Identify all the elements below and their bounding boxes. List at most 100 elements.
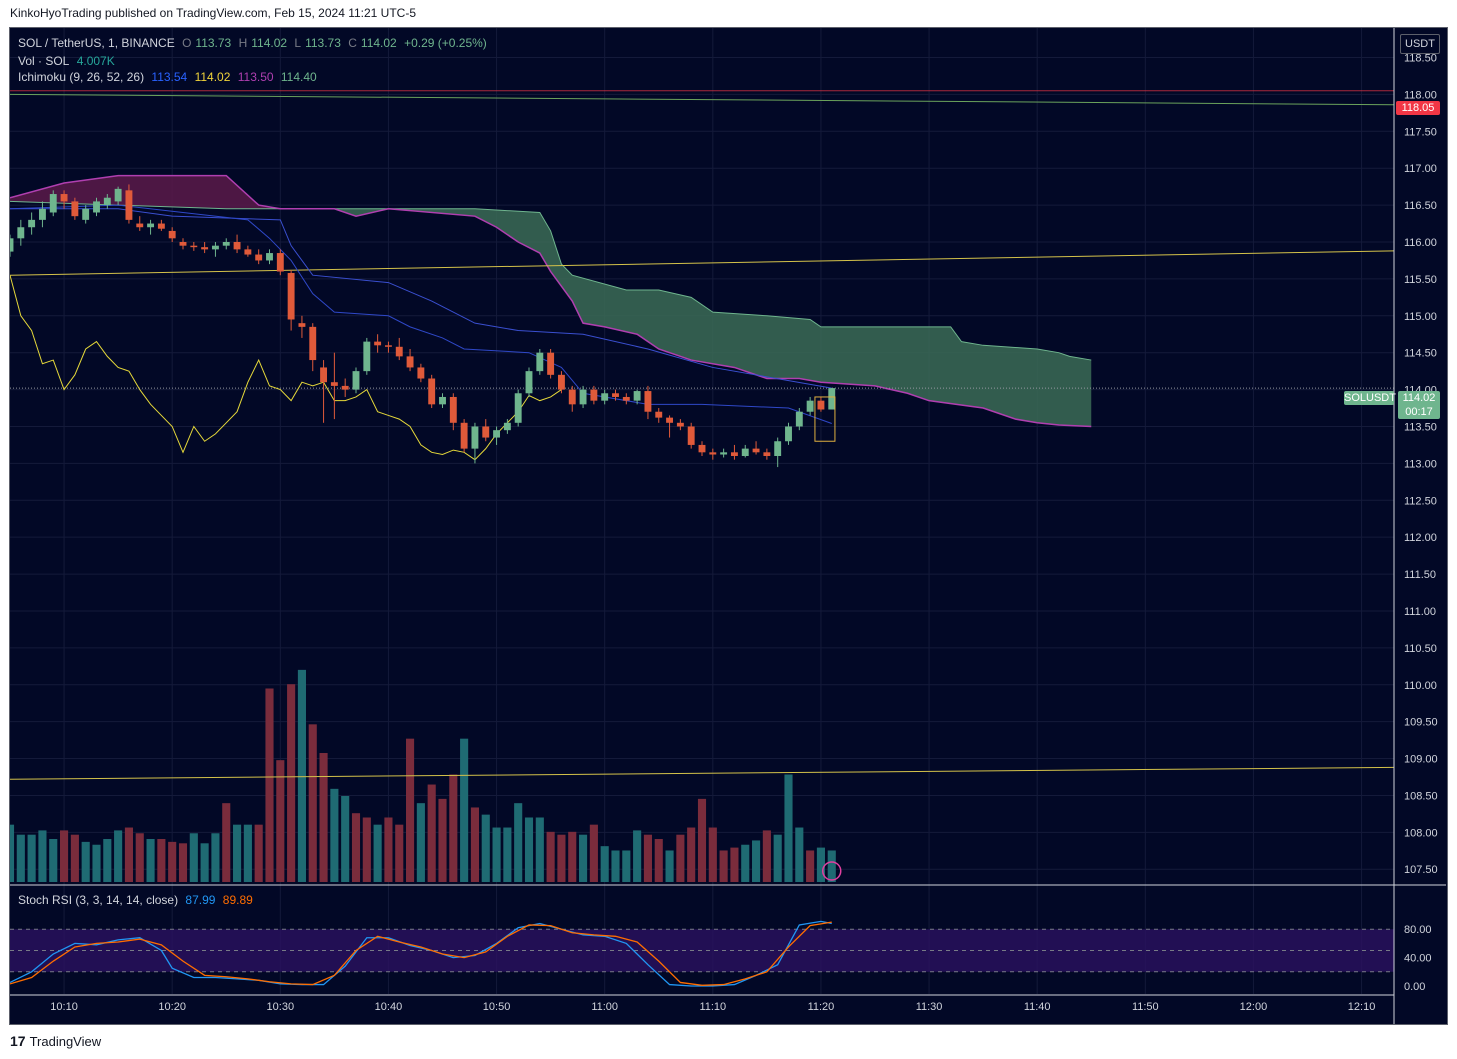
volume-bar xyxy=(341,796,350,882)
volume-bar xyxy=(233,824,242,882)
candle-body xyxy=(406,356,414,368)
candle-body xyxy=(114,188,122,202)
candle-body xyxy=(460,422,468,449)
price-tick-label: 111.50 xyxy=(1404,569,1436,581)
price-tick-label: 110.50 xyxy=(1404,643,1437,655)
volume-bar xyxy=(622,850,631,882)
volume-bar xyxy=(524,817,534,882)
volume-bar xyxy=(589,824,598,882)
volume-bar xyxy=(287,684,296,882)
candle-body xyxy=(190,245,198,248)
price-tick-label: 118.00 xyxy=(1404,89,1437,101)
volume-bar xyxy=(665,850,674,882)
price-tick-label: 113.50 xyxy=(1404,421,1437,433)
time-tick-label: 10:10 xyxy=(50,1001,78,1013)
volume-bar xyxy=(297,669,306,882)
volume-bar xyxy=(568,831,577,882)
volume-bar xyxy=(265,688,274,882)
candle-body xyxy=(168,230,176,239)
volume-bar xyxy=(124,827,133,882)
ichimoku-leadA-value: 114.40 xyxy=(280,70,317,84)
lightning-icon xyxy=(822,861,842,881)
low-label: L xyxy=(294,36,302,50)
time-tick-label: 10:30 xyxy=(267,1001,295,1013)
price-tick-label: 108.00 xyxy=(1404,827,1438,839)
candle-body xyxy=(774,441,782,456)
candle-body xyxy=(211,245,219,250)
volume-bar xyxy=(362,817,371,882)
chart-frame[interactable]: 118.50 118.00 117.50 117.00 116.50 116.00 115.… xyxy=(9,27,1448,1025)
candle-body xyxy=(49,194,57,213)
trend-line xyxy=(10,250,1395,276)
volume-bar xyxy=(10,824,15,882)
volume-bar xyxy=(481,814,490,882)
candle-body xyxy=(828,388,836,410)
alert-price-badge: 118.05 xyxy=(1396,101,1440,115)
stoch-tick-label: 80.00 xyxy=(1404,924,1432,936)
stoch-k-value: 87.99 xyxy=(185,893,216,907)
symbol-title[interactable]: SOL / TetherUS, 1, BINANCE xyxy=(18,36,175,50)
candle-body xyxy=(255,254,263,261)
candle-body xyxy=(590,389,598,401)
volume-bar xyxy=(546,831,555,882)
candle-body xyxy=(71,201,79,217)
volume-bar xyxy=(611,850,620,882)
candle-body xyxy=(525,371,533,394)
volume-bar xyxy=(730,847,739,882)
volume-bar xyxy=(795,827,804,882)
price-tick-label: 112.00 xyxy=(1404,532,1437,544)
candle-body xyxy=(222,242,230,246)
volume-bar xyxy=(784,774,793,882)
price-tick-label: 116.00 xyxy=(1404,237,1437,249)
volume-bar xyxy=(535,817,544,882)
volume-bar xyxy=(351,813,361,882)
volume-bar xyxy=(103,839,112,882)
time-tick-label: 11:40 xyxy=(1024,1001,1051,1013)
volume-bar xyxy=(60,830,69,882)
candle-body xyxy=(568,389,576,405)
price-tick-label: 109.00 xyxy=(1404,754,1438,766)
candle-body xyxy=(557,374,565,390)
volume-bar xyxy=(633,830,642,882)
candle-body xyxy=(276,253,284,272)
low-value: 113.73 xyxy=(305,36,341,50)
stoch-tick-label: 0.00 xyxy=(1404,981,1425,993)
footer-brand[interactable]: TradingView xyxy=(29,1033,102,1049)
ichimoku-leadB-line xyxy=(10,174,1092,428)
stoch-label[interactable]: Stoch RSI (3, 3, 14, 14, close) xyxy=(18,893,179,907)
candle-body xyxy=(244,249,252,255)
volume-label[interactable]: Vol · SOL xyxy=(18,54,70,68)
candle-body xyxy=(17,227,25,239)
volume-bar xyxy=(384,817,393,882)
candle-body xyxy=(93,201,100,213)
chart-canvas[interactable]: 118.50 118.00 117.50 117.00 116.50 116.00 115.… xyxy=(10,28,1447,1024)
candle-body xyxy=(806,400,814,412)
volume-bar xyxy=(697,798,707,882)
candle-body xyxy=(266,253,273,261)
change-value: +0.29 (+0.25%) xyxy=(404,36,487,50)
candle-body xyxy=(233,242,241,250)
stoch-d-line xyxy=(10,921,832,986)
ichimoku-base-value: 114.02 xyxy=(194,70,231,84)
volume-bar xyxy=(254,824,263,882)
currency-button[interactable]: USDT xyxy=(1400,34,1440,54)
volume-bar xyxy=(676,834,685,882)
high-value: 114.02 xyxy=(251,36,288,50)
volume-bar xyxy=(243,824,252,882)
tradingview-logo-icon[interactable]: 17 xyxy=(10,1033,26,1049)
volume-bar xyxy=(16,834,25,882)
candle-body xyxy=(763,452,771,456)
volume-bar xyxy=(687,827,696,882)
volume-bar xyxy=(38,830,47,882)
publisher-caption: KinkoHyoTrading published on TradingView… xyxy=(10,6,417,20)
time-tick-label: 10:50 xyxy=(483,1001,511,1013)
volume-bar xyxy=(449,774,458,882)
price-tick-label: 110.00 xyxy=(1404,680,1437,692)
open-value: 113.73 xyxy=(195,36,232,50)
candle-body xyxy=(666,417,674,423)
volume-bar xyxy=(135,833,144,882)
time-tick-label: 10:40 xyxy=(375,1001,403,1013)
volume-bar xyxy=(470,807,479,882)
volume-bar xyxy=(395,824,404,882)
ichimoku-label[interactable]: Ichimoku (9, 26, 52, 26) xyxy=(18,70,145,84)
